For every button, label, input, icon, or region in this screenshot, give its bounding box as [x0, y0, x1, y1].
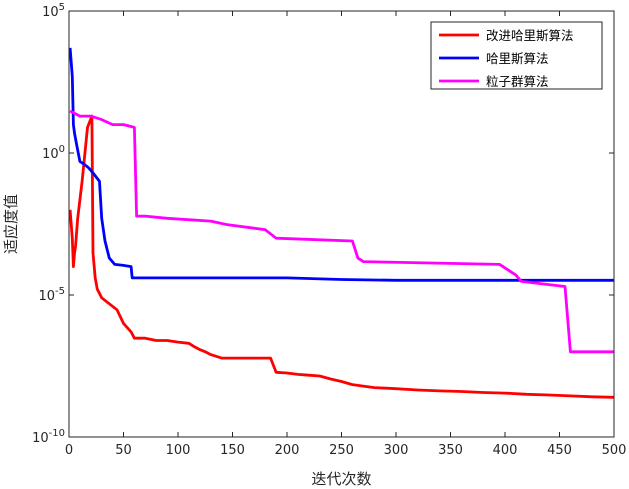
x-tick-label: 200 [275, 443, 300, 458]
x-tick-label: 0 [65, 443, 73, 458]
x-axis-title: 迭代次数 [311, 470, 371, 488]
legend-label: 哈里斯算法 [486, 51, 549, 66]
tick-labels: 0 50 100 150 200 250 300 350 400 450 500 105 100 10-5… [32, 2, 626, 458]
x-tick-label: 400 [493, 443, 518, 458]
x-tick-label: 250 [329, 443, 354, 458]
x-tick-label: 150 [220, 443, 245, 458]
y-tick-label: 100 [42, 144, 65, 162]
x-tick-label: 300 [384, 443, 409, 458]
x-tick-label: 100 [166, 443, 191, 458]
ticks-layer [68, 10, 615, 438]
series-line-3 [69, 109, 614, 354]
x-tick-label: 50 [115, 443, 132, 458]
legend-label: 粒子群算法 [486, 74, 549, 89]
x-tick-label: 350 [438, 443, 463, 458]
y-tick-label: 10-10 [32, 428, 65, 446]
y-axis-title: 适应度值 [2, 194, 20, 254]
x-tick-label: 450 [547, 443, 572, 458]
series-layer [69, 47, 614, 399]
series-line-2 [69, 47, 614, 282]
legend-box [430, 21, 603, 90]
y-tick-label: 10-5 [38, 286, 65, 304]
y-tick-label: 105 [42, 2, 65, 20]
legend-label: 改进哈里斯算法 [486, 28, 574, 43]
x-tick-label: 500 [602, 443, 627, 458]
